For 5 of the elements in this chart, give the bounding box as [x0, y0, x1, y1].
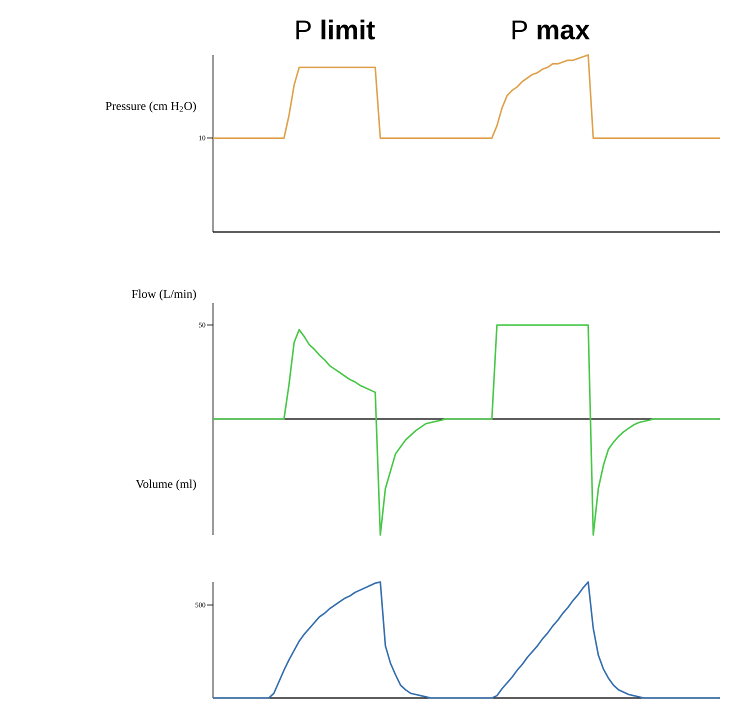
chart-subtitle: P max [512, 20, 590, 40]
chart-title: P limit [296, 20, 375, 40]
y-axis-title: Flow (L/min) [132, 290, 196, 300]
y-axis-title: Pressure (cm H$_{2}$O) [106, 102, 196, 112]
y-axis-title: Volume (ml) [136, 480, 196, 490]
